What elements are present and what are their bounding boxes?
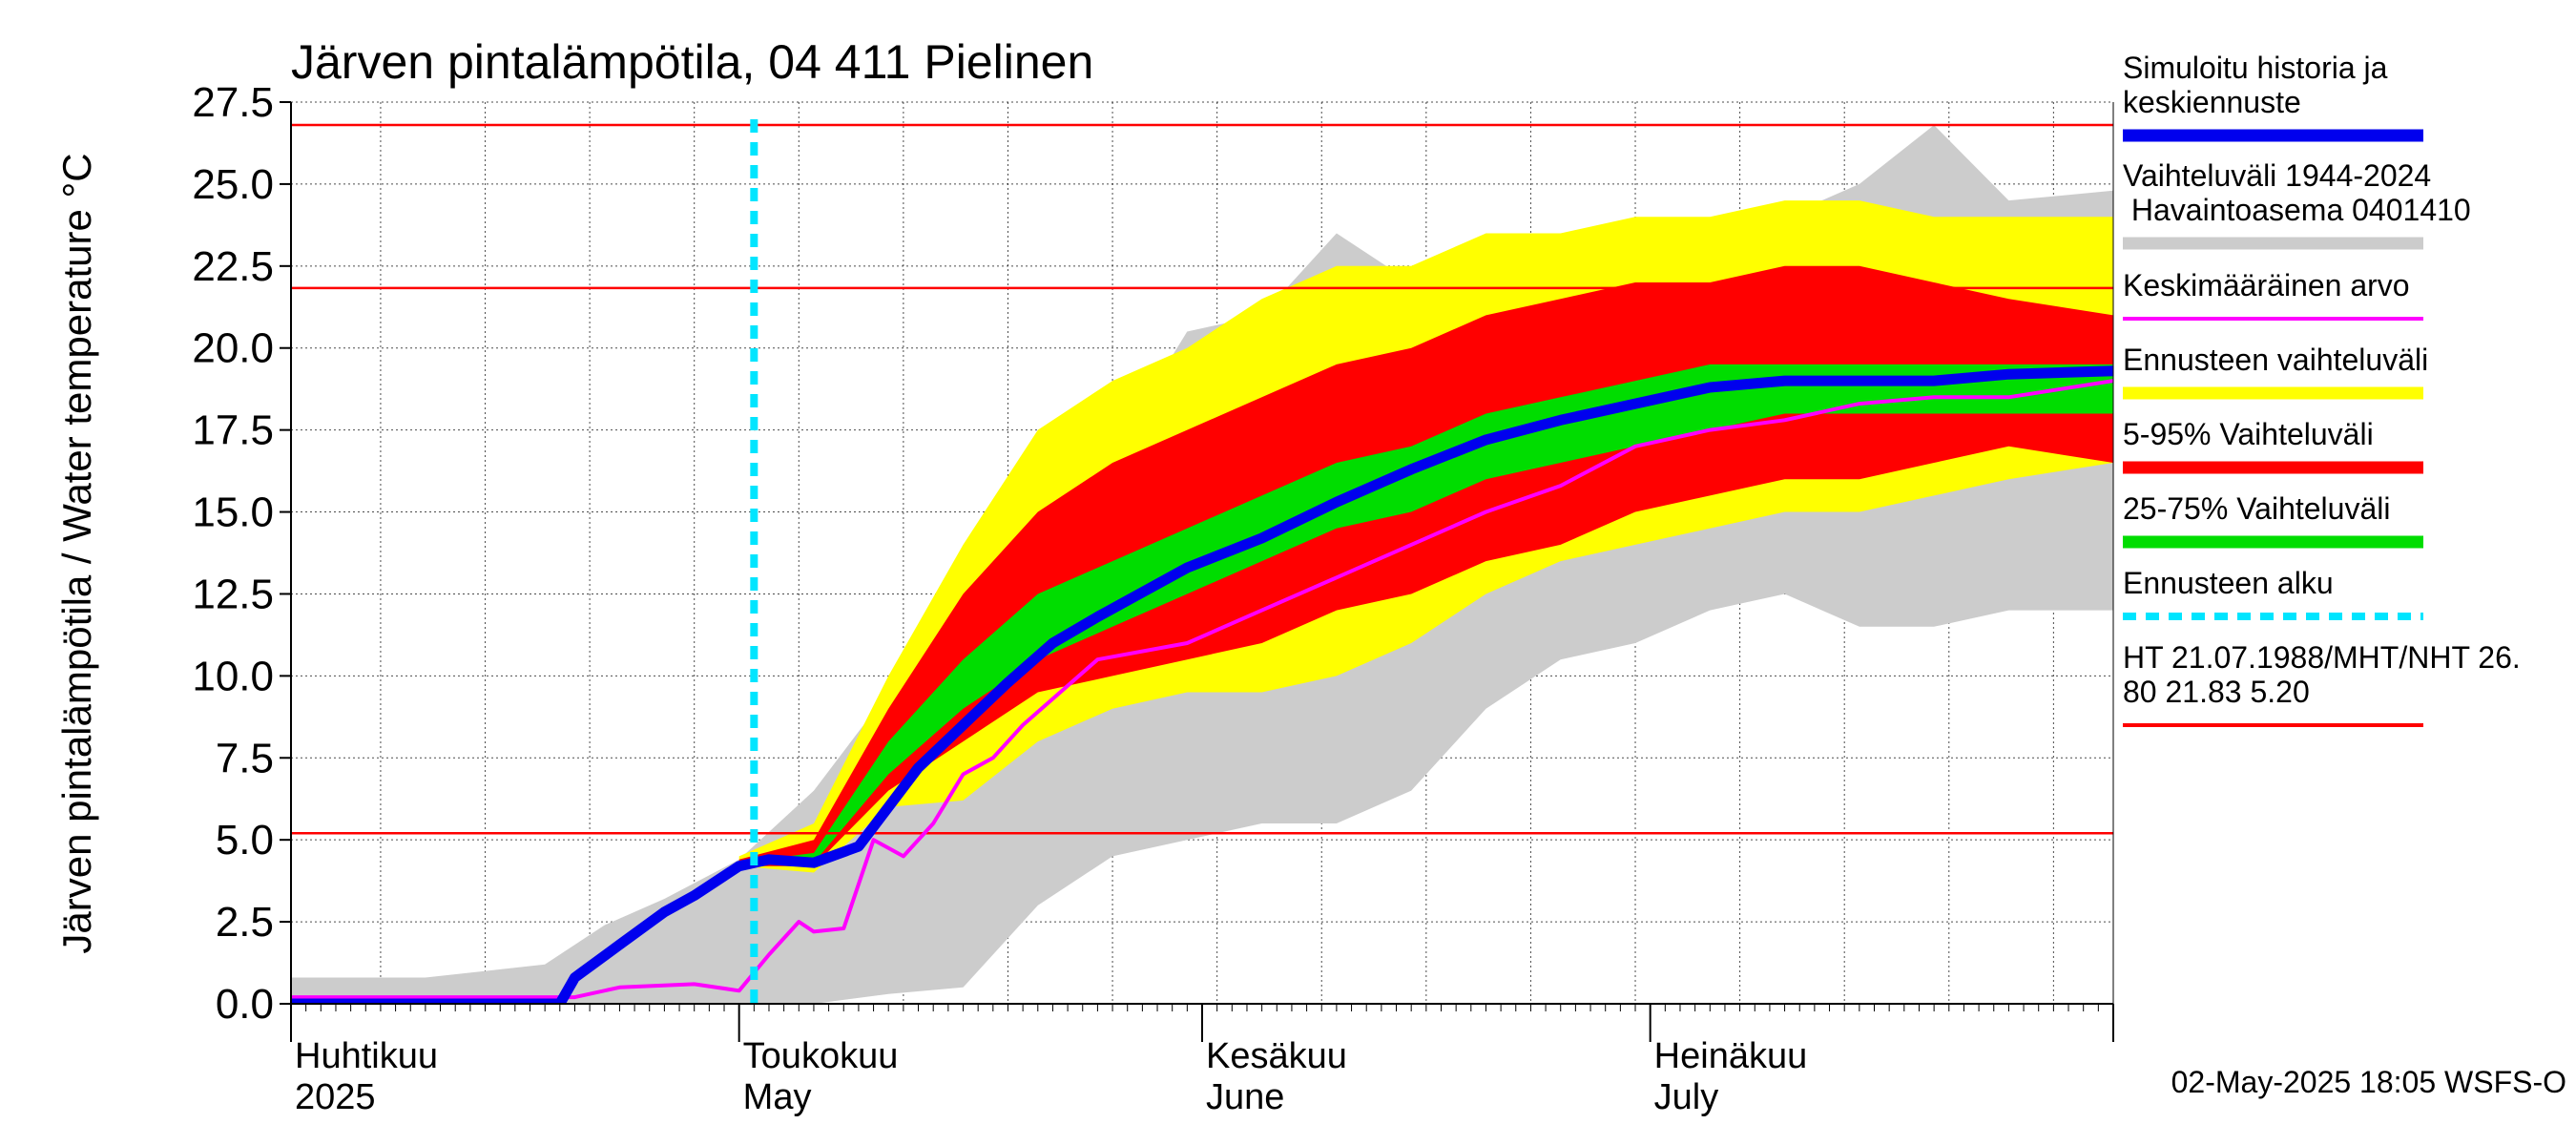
x-month-sublabel: July [1654, 1077, 1719, 1117]
series-line-4 [291, 379, 2113, 1000]
series-line-5 [291, 365, 2113, 1004]
reference-lines [291, 123, 2113, 835]
footer-timestamp: 02-May-2025 18:05 WSFS-O [2171, 1065, 2566, 1099]
chart-title: Järven pintalämpötila, 04 411 Pielinen [291, 35, 1093, 89]
x-month-sublabel: May [743, 1077, 812, 1117]
y-tick-label: 2.5 [216, 899, 274, 946]
legend-label: Simuloitu historia ja keskiennuste [2123, 51, 2388, 119]
legend-label: HT 21.07.1988/MHT/NHT 26. 80 21.83 5.20 [2123, 640, 2521, 709]
y-axis-label: Järven pintalämpötila / Water temperatur… [54, 153, 99, 953]
y-tick-label: 0.0 [216, 981, 274, 1028]
legend-label: 5-95% Vaihteluväli [2123, 417, 2374, 451]
legend-label: Ennusteen vaihteluväli [2123, 343, 2428, 377]
y-tick-label: 17.5 [192, 407, 274, 454]
axes: 0.0 2.5 5.0 7.5 10.0 12.5 15.0 17.5 20.0 22.5 25.0… [192, 79, 2114, 1117]
y-tick-label: 15.0 [192, 489, 274, 536]
legend: Simuloitu historia ja keskiennuste Vaihtel… [2123, 51, 2521, 727]
series-lines [291, 365, 2113, 1004]
y-tick-label: 20.0 [192, 325, 274, 372]
y-tick-label: 22.5 [192, 243, 274, 290]
x-month-label: Heinäkuu [1654, 1036, 1808, 1076]
legend-label: Vaihteluväli 1944-2024 Havaintoasema 040… [2123, 158, 2471, 227]
y-tick-label: 10.0 [192, 653, 274, 699]
x-month-sublabel: June [1206, 1077, 1284, 1117]
legend-label: 25-75% Vaihteluväli [2123, 491, 2390, 526]
x-month-label: Toukokuu [743, 1036, 899, 1076]
y-tick-label: 25.0 [192, 161, 274, 208]
x-month-sublabel: 2025 [295, 1077, 376, 1117]
y-tick-label: 5.0 [216, 817, 274, 864]
x-month-label: Kesäkuu [1206, 1036, 1347, 1076]
legend-label: Keskimääräinen arvo [2123, 268, 2410, 302]
y-tick-label: 27.5 [192, 79, 274, 126]
legend-label: Ennusteen alku [2123, 566, 2334, 600]
y-tick-label: 7.5 [216, 735, 274, 781]
x-month-label: Huhtikuu [295, 1036, 438, 1076]
y-tick-label: 12.5 [192, 571, 274, 617]
